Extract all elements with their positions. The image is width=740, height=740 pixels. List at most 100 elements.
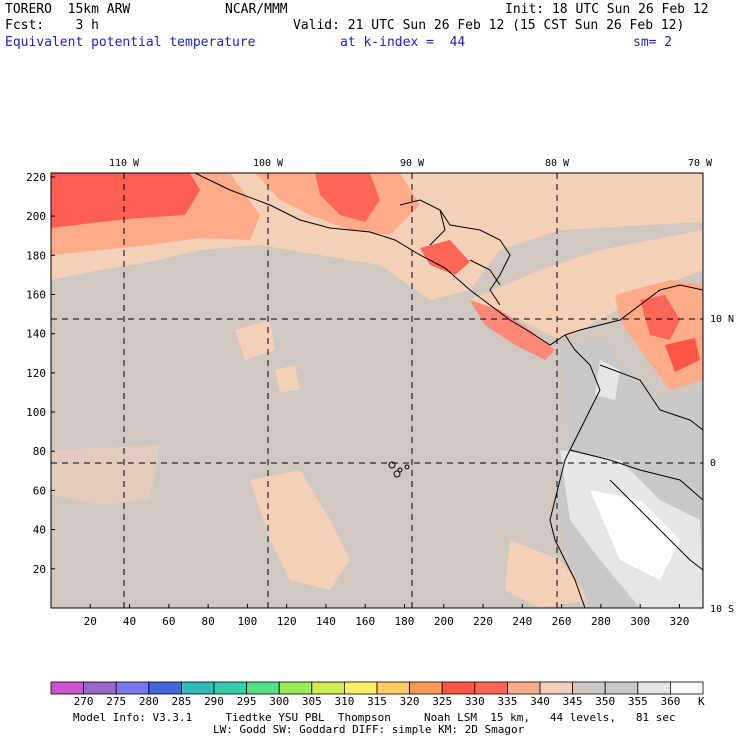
warm-patch-3 bbox=[51, 445, 160, 505]
y-tick-label: 60 bbox=[33, 484, 46, 497]
colorbar-label: 350 bbox=[595, 695, 615, 708]
red-area-nw bbox=[51, 173, 200, 228]
colorbar-label: 290 bbox=[204, 695, 224, 708]
colorbar-swatch bbox=[376, 681, 410, 695]
border-ecuador bbox=[569, 449, 703, 501]
colorbar-unit: K bbox=[698, 695, 705, 708]
colorbar-swatch bbox=[50, 681, 84, 695]
y-tick-label: 80 bbox=[33, 445, 46, 458]
coastline-pacific-central-america bbox=[194, 173, 566, 346]
colorbar-swatch bbox=[180, 681, 215, 695]
x-tick-label: 320 bbox=[669, 615, 689, 628]
colorbar-label: 355 bbox=[628, 695, 648, 708]
y-axis: 220 200 180 160 140 120 100 80 60 40 20 bbox=[26, 171, 55, 576]
lon-label-70w: 70 W bbox=[688, 158, 713, 169]
coastline-pacific-sa bbox=[549, 334, 601, 608]
salmon-area-costa-rica bbox=[470, 300, 555, 360]
valid-time: Valid: 21 UTC Sun 26 Feb 12 (15 CST Sun … bbox=[293, 18, 685, 33]
lon-label-90w: 90 W bbox=[400, 158, 425, 169]
red-area-mexico bbox=[315, 173, 380, 222]
center-label: NCAR/MMM bbox=[225, 2, 288, 17]
colorbar-swatch bbox=[148, 681, 182, 695]
plot-frame bbox=[50, 172, 704, 609]
y-tick-label: 100 bbox=[26, 406, 46, 419]
colorbar-swatch bbox=[637, 681, 671, 695]
x-tick-label: 40 bbox=[123, 615, 136, 628]
theta-e-field bbox=[51, 173, 703, 608]
colorbar-label: 315 bbox=[367, 695, 387, 708]
colorbar-swatch bbox=[278, 681, 313, 695]
k-index: at k-index = 44 bbox=[340, 35, 466, 50]
lat-label-10n: 10 N bbox=[710, 314, 734, 325]
x-tick-label: 140 bbox=[316, 615, 336, 628]
colorbar-swatch bbox=[670, 681, 704, 695]
init-time: Init: 18 UTC Sun 26 Feb 12 bbox=[505, 2, 709, 17]
warm-patch-1 bbox=[235, 320, 275, 360]
colorbar-label: 325 bbox=[432, 695, 452, 708]
white-area-andes bbox=[590, 490, 680, 580]
warm-area-south-coast bbox=[505, 540, 590, 608]
colorbar-swatch bbox=[474, 681, 508, 695]
x-tick-label: 300 bbox=[630, 615, 650, 628]
y-tick-label: 160 bbox=[26, 288, 46, 301]
colorbar-swatch bbox=[343, 681, 378, 695]
galapagos-3 bbox=[404, 464, 410, 470]
colorbar-label: 270 bbox=[74, 695, 94, 708]
y-tick-label: 40 bbox=[33, 524, 46, 537]
x-tick-label: 260 bbox=[552, 615, 572, 628]
model-info-line1: Model Info: V3.3.1 Tiedtke YSU PBL Thomp… bbox=[73, 711, 676, 724]
red-area-guatemala bbox=[420, 240, 470, 275]
model-title: TORERO 15km ARW bbox=[5, 2, 131, 17]
coastline-north-sa bbox=[564, 284, 703, 336]
galapagos-1 bbox=[388, 461, 396, 469]
colorbar-label: 300 bbox=[269, 695, 289, 708]
border-peru bbox=[609, 479, 703, 571]
forecast-hour: Fcst: 3 h bbox=[5, 18, 99, 33]
y-tick-label: 220 bbox=[26, 171, 46, 184]
x-tick-label: 180 bbox=[395, 615, 415, 628]
colorbar-swatch bbox=[604, 681, 639, 695]
red-area-venezuela bbox=[640, 295, 680, 340]
x-tick-label: 160 bbox=[355, 615, 375, 628]
colorbar: 270 275 280 285 290 295 300 305 310 315 320 325 330 3… bbox=[50, 681, 704, 708]
colorbar-label: 280 bbox=[139, 695, 159, 708]
warm-patch-2 bbox=[275, 365, 300, 392]
colorbar-swatch bbox=[115, 681, 150, 695]
colorbar-label: 330 bbox=[465, 695, 485, 708]
colorbar-swatch bbox=[246, 681, 280, 695]
model-info-line2: LW: Godd SW: Goddard DIFF: simple KM: 2D… bbox=[213, 723, 525, 736]
y-tick-label: 20 bbox=[33, 563, 46, 576]
colorbar-label: 285 bbox=[171, 695, 191, 708]
warm-tongue-south bbox=[250, 470, 350, 590]
colorbar-label: 345 bbox=[563, 695, 583, 708]
coastline-caribbean bbox=[399, 199, 511, 306]
colorbar-label: 320 bbox=[400, 695, 420, 708]
x-tick-label: 60 bbox=[162, 615, 175, 628]
warm-band-caribbean bbox=[470, 230, 703, 340]
lat-label-0: 0 bbox=[710, 458, 716, 469]
colorbar-label: 340 bbox=[530, 695, 550, 708]
colorbar-swatch bbox=[83, 681, 117, 695]
x-tick-label: 120 bbox=[277, 615, 297, 628]
graticule bbox=[51, 173, 703, 608]
colorbar-swatch bbox=[311, 681, 345, 695]
coastlines bbox=[194, 173, 703, 608]
x-tick-label: 20 bbox=[84, 615, 97, 628]
y-tick-label: 120 bbox=[26, 367, 46, 380]
y-tick-label: 180 bbox=[26, 249, 46, 262]
galapagos-4 bbox=[393, 470, 401, 478]
lat-label-10s: 10 S bbox=[710, 604, 734, 615]
colorbar-label: 360 bbox=[660, 695, 680, 708]
x-tick-label: 80 bbox=[201, 615, 214, 628]
lon-label-100w: 100 W bbox=[253, 158, 284, 169]
smoothing: sm= 2 bbox=[633, 35, 673, 50]
colorbar-label: 295 bbox=[237, 695, 257, 708]
galapagos-2 bbox=[397, 467, 403, 473]
lon-label-80w: 80 W bbox=[545, 158, 570, 169]
border-honduras bbox=[469, 259, 501, 286]
colorbar-label: 335 bbox=[497, 695, 517, 708]
x-tick-label: 200 bbox=[434, 615, 454, 628]
x-tick-label: 280 bbox=[591, 615, 611, 628]
colorbar-swatch bbox=[506, 681, 541, 695]
